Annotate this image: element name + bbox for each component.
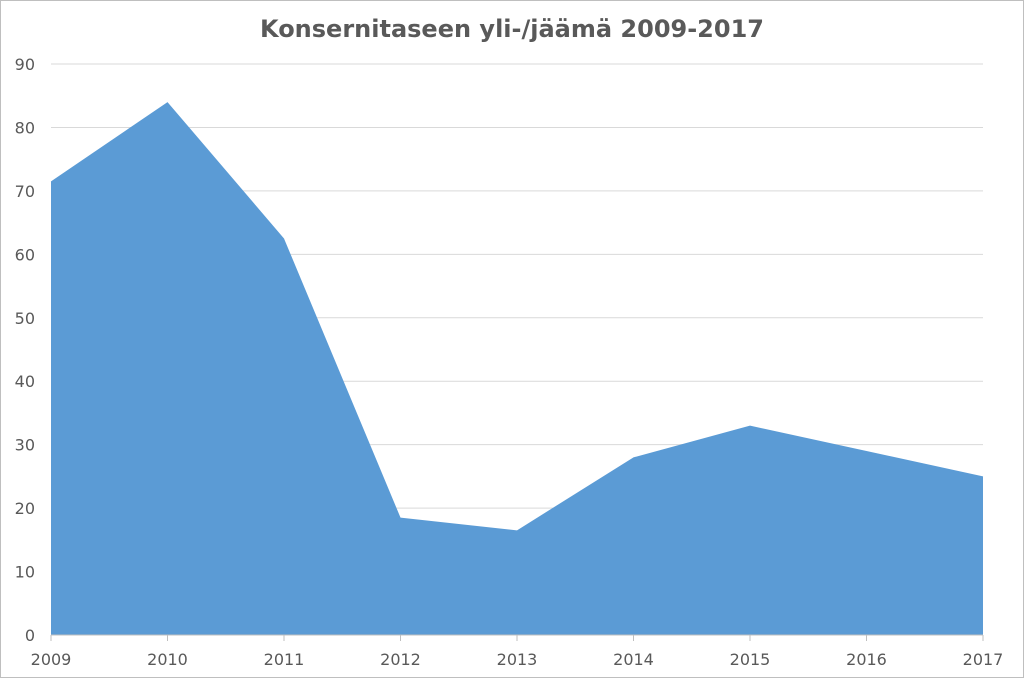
y-tick-label: 20 [15, 499, 35, 518]
x-axis-ticks: 2009 2010 2011 2012 2013 2014 2015 2016 2017 [31, 635, 1004, 669]
y-tick-label: 30 [15, 436, 35, 455]
x-tick-label: 2013 [497, 650, 538, 669]
y-tick-label: 0 [25, 626, 35, 645]
y-tick-label: 10 [15, 563, 35, 582]
x-tick-label: 2009 [31, 650, 72, 669]
x-tick-label: 2017 [963, 650, 1004, 669]
area-series-0 [51, 102, 983, 636]
x-tick-label: 2012 [380, 650, 421, 669]
x-tick-label: 2014 [613, 650, 654, 669]
x-tick-label: 2010 [147, 650, 188, 669]
x-tick-label: 2015 [730, 650, 771, 669]
y-tick-label: 90 [15, 55, 35, 74]
chart-title: Konsernitaseen yli-/jäämä 2009-2017 [260, 15, 764, 43]
y-tick-label: 50 [15, 309, 35, 328]
x-tick-label: 2011 [264, 650, 305, 669]
x-tick-label: 2016 [846, 650, 887, 669]
plot-area [50, 101, 984, 636]
y-tick-label: 60 [15, 245, 35, 264]
y-axis-ticks: 0 10 20 30 40 50 60 70 80 90 [15, 55, 35, 645]
y-tick-label: 70 [15, 182, 35, 201]
y-tick-label: 40 [15, 372, 35, 391]
y-tick-label: 80 [15, 118, 35, 137]
